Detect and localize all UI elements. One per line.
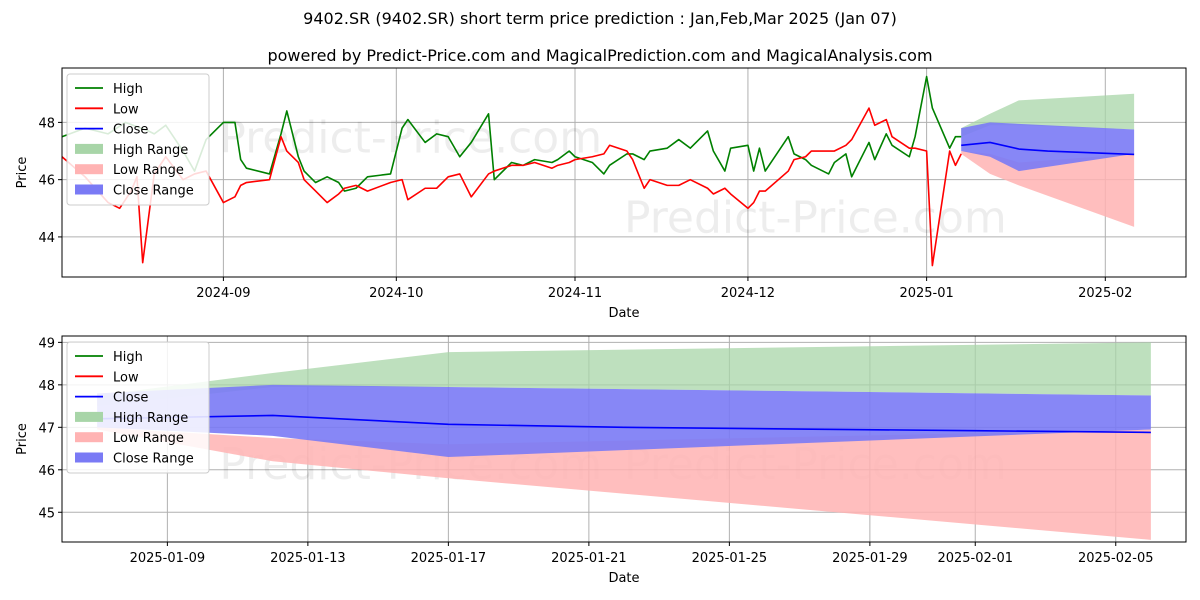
watermark: Predict-Price.com <box>624 193 1007 244</box>
close-series-line <box>97 414 1151 434</box>
y-tick-label: 48 <box>38 379 55 394</box>
legend-close-range-label: Close Range <box>113 184 194 199</box>
legend-high-range-swatch <box>75 411 103 422</box>
chart-title: 9402.SR (9402.SR) short term price predi… <box>303 9 897 28</box>
legend-low-range-swatch <box>75 432 103 443</box>
low-series-line <box>62 107 962 267</box>
legend: High Low Close High Range Low Range Close Ran… <box>66 73 210 206</box>
y-tick-label: 44 <box>38 231 55 246</box>
y-axis-label: Price <box>15 157 30 189</box>
high-series-line <box>62 75 962 192</box>
plot-area <box>97 342 1151 540</box>
y-tick-label: 45 <box>38 506 55 521</box>
chart-panel-1: Predict-Price.com Predict-Price.com 2024-0… <box>15 67 1187 321</box>
x-tick-label: 2025-01-29 <box>832 551 908 566</box>
close-range-band <box>961 122 1135 172</box>
legend-high-range-swatch <box>75 143 103 154</box>
x-tick-label: 2024-09 <box>196 286 250 301</box>
close-range-band <box>97 384 1151 458</box>
x-tick-label: 2025-02 <box>1078 286 1132 301</box>
watermark: Predict-Price.com <box>219 113 602 164</box>
y-tick-label: 46 <box>38 174 55 189</box>
legend-high-label: High <box>113 350 143 365</box>
x-tick-label: 2025-01-17 <box>411 551 487 566</box>
x-tick-label: 2025-01-13 <box>270 551 346 566</box>
y-axis-label: Price <box>15 423 30 455</box>
x-tick-label: 2025-02-05 <box>1078 551 1154 566</box>
chart-subtitle: powered by Predict-Price.com and Magical… <box>267 46 933 65</box>
low-range-band <box>97 427 1151 540</box>
close-series-line <box>961 141 1135 156</box>
plot-area <box>62 75 1135 267</box>
y-tick-label: 47 <box>38 421 55 436</box>
low-range-band <box>961 151 1135 227</box>
legend-low-range-label: Low Range <box>113 431 184 446</box>
legend-high-label: High <box>113 82 143 97</box>
y-tick-label: 48 <box>38 116 55 131</box>
x-axis-label: Date <box>608 571 639 586</box>
x-tick-label: 2025-01 <box>899 286 953 301</box>
legend-low-range-swatch <box>75 164 103 175</box>
x-axis-label: Date <box>608 306 639 321</box>
y-tick-label: 49 <box>38 336 55 351</box>
x-tick-label: 2025-01-09 <box>130 551 206 566</box>
legend-close-range-label: Close Range <box>113 452 194 467</box>
legend-high-range-label: High Range <box>113 143 188 158</box>
legend-high-range-label: High Range <box>113 411 188 426</box>
legend-close-label: Close <box>113 391 148 406</box>
x-tick-label: 2024-10 <box>369 286 423 301</box>
legend-close-range-swatch <box>75 452 103 463</box>
x-tick-label: 2024-12 <box>721 286 775 301</box>
x-tick-label: 2025-01-25 <box>692 551 768 566</box>
high-range-band <box>97 342 1151 407</box>
y-tick-label: 46 <box>38 464 55 479</box>
high-range-band <box>961 93 1135 137</box>
x-tick-label: 2025-02-01 <box>937 551 1013 566</box>
plot-frame <box>61 335 1187 543</box>
legend-low-label: Low <box>113 102 139 117</box>
chart-panel-2: Predict-Price.comPredict-Price.com2025-0… <box>15 335 1187 586</box>
legend: High Low Close High Range Low Range Close Ran… <box>66 341 210 474</box>
x-tick-label: 2025-01-21 <box>551 551 627 566</box>
x-tick-label: 2024-11 <box>548 286 602 301</box>
legend-close-range-swatch <box>75 184 103 195</box>
legend-low-label: Low <box>113 370 139 385</box>
legend-close-label: Close <box>113 123 148 138</box>
plot-frame <box>61 67 1187 278</box>
legend-low-range-label: Low Range <box>113 163 184 178</box>
